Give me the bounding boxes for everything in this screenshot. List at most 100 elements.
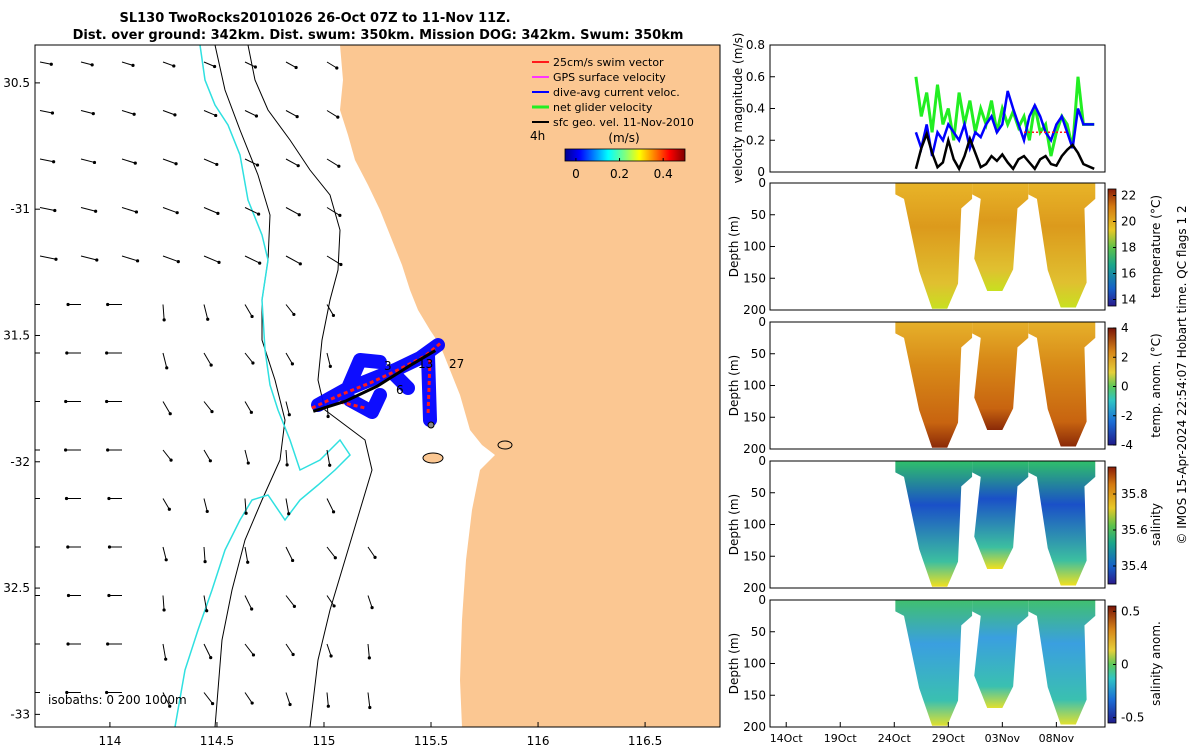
current-vector: [203, 546, 206, 562]
current-vector-head: [255, 163, 260, 167]
current-vector: [285, 546, 294, 561]
velocity-series-geo: [914, 129, 1095, 172]
legend-label-swim: 25cm/s swim vector: [553, 56, 664, 69]
colorbar-label: temperature (°C): [1149, 195, 1163, 298]
colorbar-tick-label: 35.4: [1121, 559, 1148, 573]
current-vector-head: [215, 162, 219, 167]
current-vector-head: [329, 654, 333, 658]
current-vector: [162, 692, 171, 707]
current-vector-head: [135, 259, 140, 263]
current-vector-head: [298, 262, 302, 266]
map-x-tick-label: 114.5: [200, 734, 234, 748]
current-vector-head: [106, 302, 110, 307]
track-end-marker: [427, 421, 435, 429]
current-vector: [244, 595, 253, 610]
current-vector: [162, 352, 168, 368]
map-x-tick-label: 114: [98, 734, 121, 748]
current-vector-head: [205, 609, 209, 613]
legend-label-geo: sfc geo. vel. 11-Nov-2010: [553, 116, 694, 129]
current-vector-head: [26, 303, 29, 306]
time-axis: 14Oct 19Oct 24Oct 29Oct 03Nov 08Nov: [770, 722, 1075, 745]
depth-tick-label: 100: [743, 240, 766, 254]
current-vector-head: [295, 114, 299, 119]
current-vector-head: [173, 113, 177, 117]
current-vector: [244, 401, 252, 413]
depth-tick-label: 200: [743, 720, 766, 734]
current-vector: [326, 546, 336, 559]
colorbar-tick-label: 35.6: [1121, 523, 1148, 537]
current-vector-head: [250, 701, 254, 705]
profile-section: [895, 600, 973, 726]
colorbar-label: salinity: [1149, 503, 1163, 546]
profile-section: [972, 322, 1029, 430]
current-vector-head: [50, 111, 55, 115]
current-vector-head: [107, 496, 111, 501]
current-vector-head: [337, 164, 341, 168]
current-vector: [162, 158, 177, 165]
current-vector-head: [23, 497, 26, 500]
profile-section: [1028, 322, 1096, 447]
current-vector-head: [66, 545, 70, 549]
current-vector-head: [287, 512, 291, 516]
current-vector: [285, 643, 294, 655]
current-vector-head: [132, 112, 136, 116]
current-vector: [244, 643, 254, 656]
current-vector-head: [214, 113, 218, 118]
current-vector-head: [328, 463, 332, 467]
colorbar-tick-label: 0.4: [654, 167, 673, 181]
right-panels: 0 0.2 0.4 0.6 0.8 velocity magnitude (m/s) 0…: [727, 33, 1189, 745]
current-vector: [162, 255, 179, 263]
map-y-tick-label: -31: [10, 202, 30, 216]
time-tick-label: 08Nov: [1039, 732, 1075, 745]
colorbar-tick-label: -4: [1121, 438, 1133, 452]
current-vector: [326, 304, 334, 316]
current-vector-head: [205, 509, 209, 514]
current-vector-head: [288, 702, 292, 707]
track-dive-avg: [311, 338, 445, 427]
depth-tick-label: 0: [758, 593, 766, 607]
current-vector: [80, 61, 93, 66]
current-vector-head: [167, 507, 171, 511]
depth-axis-label: Depth (m): [727, 216, 741, 277]
time-tick-label: 24Oct: [878, 732, 912, 745]
current-vector: [285, 449, 288, 465]
colorbar-tick-label: 20: [1121, 215, 1136, 229]
map-x-tick-label: 115: [313, 734, 336, 748]
profile-section: [1028, 600, 1096, 725]
velocity-series-net: [914, 76, 1095, 157]
profile-section: [895, 322, 973, 448]
current-vector: [244, 352, 254, 364]
current-vector-head: [367, 656, 371, 660]
current-vector: [326, 692, 329, 707]
current-vector: [326, 643, 332, 657]
colorbar-tick-label: 0: [572, 167, 580, 181]
profile-section: [1028, 461, 1096, 586]
current-vector: [285, 352, 293, 365]
current-vector-head: [176, 259, 180, 264]
map-y-tick-label: 31.5: [3, 328, 30, 342]
current-vector: [162, 61, 174, 67]
depth-tick-label: 100: [743, 379, 766, 393]
current-vector-head: [53, 208, 57, 213]
current-vector-head: [209, 363, 213, 367]
current-vector-head: [105, 399, 109, 404]
depth-tick-label: 200: [743, 442, 766, 456]
colorbar-tick-label: 22: [1121, 189, 1136, 203]
current-vector-head: [256, 212, 261, 216]
current-vector-head: [63, 448, 68, 452]
depth-tick-label: 50: [751, 625, 766, 639]
legend-label-diveavg: dive-avg current veloc.: [553, 86, 680, 99]
current-vector-head: [107, 593, 111, 598]
colorbar-tick-label: 18: [1121, 241, 1136, 255]
profile-panel-3: 0 50 100 150 200 Depth (m) 35.8 35.6 35.4salinit…: [727, 454, 1163, 595]
current-vector: [285, 401, 290, 415]
current-vector: [121, 158, 136, 164]
colorbar-units: (m/s): [608, 131, 639, 145]
depth-tick-label: 150: [743, 688, 766, 702]
colorbar-tick-label: 0.2: [610, 167, 629, 181]
current-vector-head: [246, 560, 250, 564]
current-vector: [80, 110, 94, 115]
vector-field: [23, 61, 377, 710]
profile-section: [1028, 183, 1096, 308]
current-vector: [203, 449, 211, 462]
